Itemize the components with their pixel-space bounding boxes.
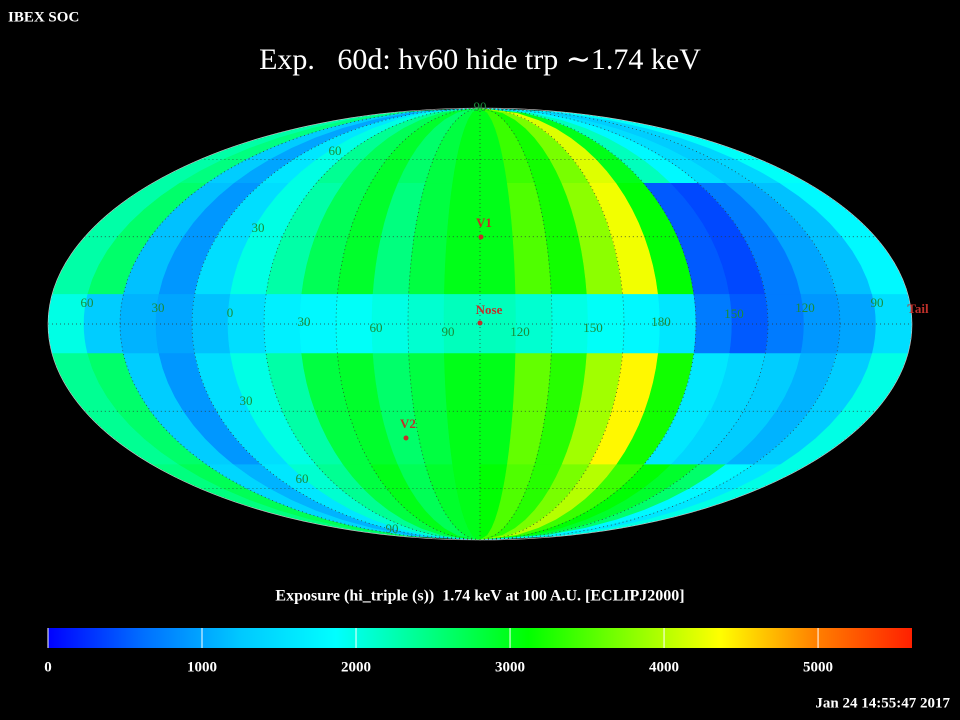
map-cell bbox=[407, 294, 445, 354]
annotation: V2 bbox=[400, 416, 416, 431]
chart-title: Exp. 60d: hv60 hide trp ∼1.74 keV bbox=[259, 43, 701, 76]
lat-label: 90 bbox=[386, 521, 399, 536]
colorbar-tick-label: 1000 bbox=[187, 659, 217, 675]
lon-label: 90 bbox=[871, 295, 884, 310]
lon-label: 60 bbox=[81, 295, 94, 310]
footer: Jan 24 14:55:47 2017 bbox=[815, 695, 950, 711]
map-cell bbox=[335, 294, 374, 354]
annotation: Tail bbox=[907, 301, 929, 316]
colorbar-tick-label: 5000 bbox=[803, 659, 833, 675]
sky-map bbox=[48, 108, 912, 540]
lon-label: 30 bbox=[298, 314, 311, 329]
annotation: Nose bbox=[476, 302, 503, 317]
map-border bbox=[47, 107, 913, 541]
lon-label: 0 bbox=[227, 305, 234, 320]
colorbar-tick-label: 3000 bbox=[495, 659, 525, 675]
meridian bbox=[335, 107, 481, 541]
colorbar-label: Exposure (hi_triple (s)) 1.74 keV at 100… bbox=[275, 588, 684, 605]
colorbar-tick-label: 0 bbox=[44, 659, 52, 675]
lon-label: 120 bbox=[795, 300, 815, 315]
colorbar-tick-label: 2000 bbox=[341, 659, 371, 675]
colorbar-ticks: 0 1000 2000 3000 4000 5000 bbox=[44, 628, 833, 675]
annotation: V1 bbox=[476, 215, 492, 230]
lon-label: 60 bbox=[370, 320, 383, 335]
marker bbox=[478, 234, 484, 240]
lon-label: 150 bbox=[583, 320, 603, 335]
lon-label: 180 bbox=[651, 314, 671, 329]
meridian bbox=[119, 107, 481, 541]
lon-label: 120 bbox=[510, 324, 530, 339]
lat-label: 30 bbox=[252, 220, 265, 235]
lat-label: 90 bbox=[474, 99, 487, 114]
lon-label: 90 bbox=[442, 324, 455, 339]
colorbar-tick-label: 4000 bbox=[649, 659, 679, 675]
marker bbox=[403, 435, 409, 441]
lon-label: 30 bbox=[152, 300, 165, 315]
lat-label: 60 bbox=[329, 143, 342, 158]
header: IBEX SOC bbox=[8, 9, 79, 25]
colorbar bbox=[48, 628, 912, 648]
lon-label: 150 bbox=[724, 306, 744, 321]
marker bbox=[477, 320, 483, 326]
lat-label: 30 bbox=[240, 393, 253, 408]
lat-label: 60 bbox=[296, 471, 309, 486]
